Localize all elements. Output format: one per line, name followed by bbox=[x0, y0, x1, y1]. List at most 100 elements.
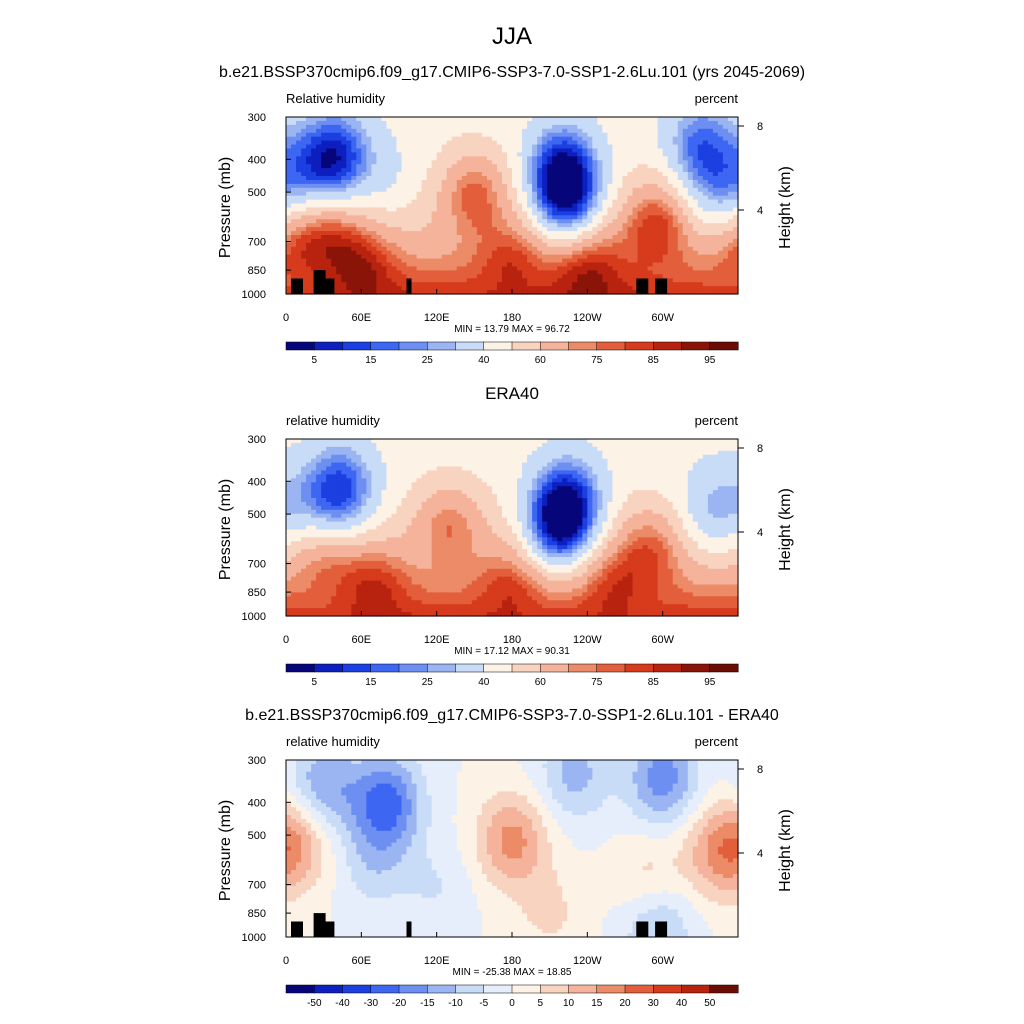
contour-cell bbox=[627, 439, 634, 444]
contour-cell bbox=[577, 231, 583, 236]
contour-cell bbox=[506, 231, 513, 236]
contour-cell bbox=[707, 442, 714, 448]
contour-cell bbox=[476, 195, 483, 201]
contour-cell bbox=[441, 278, 448, 283]
contour-cell bbox=[356, 207, 362, 212]
contour-cell bbox=[577, 242, 583, 248]
contour-cell bbox=[607, 152, 614, 157]
contour-cell bbox=[391, 176, 398, 181]
contour-cell bbox=[436, 262, 443, 268]
contour-cell bbox=[441, 168, 448, 173]
contour-cell bbox=[446, 132, 453, 138]
contour-cell bbox=[717, 274, 724, 279]
contour-cell bbox=[376, 278, 383, 283]
contour-cell bbox=[532, 231, 538, 236]
contour-cell bbox=[612, 164, 619, 169]
contour-cell bbox=[687, 183, 694, 189]
contour-cell bbox=[582, 128, 588, 134]
contour-cell bbox=[376, 466, 383, 472]
contour-cell bbox=[537, 282, 543, 287]
contour-cell bbox=[702, 117, 709, 122]
contour-cell bbox=[391, 199, 398, 205]
contour-cell bbox=[426, 191, 433, 197]
contour-cell bbox=[532, 187, 538, 193]
contour-cell bbox=[451, 439, 458, 444]
contour-cell bbox=[622, 290, 629, 295]
contour-cell bbox=[712, 227, 719, 232]
contour-cell bbox=[567, 148, 573, 153]
contour-cell bbox=[336, 242, 342, 248]
contour-cell bbox=[702, 164, 709, 169]
contour-cell bbox=[361, 124, 367, 130]
contour-cell bbox=[466, 128, 473, 134]
contour-cell bbox=[351, 136, 357, 142]
contour-cell bbox=[732, 439, 739, 444]
contour-cell bbox=[471, 246, 478, 252]
contour-cell bbox=[431, 235, 438, 240]
contour-cell bbox=[331, 454, 337, 460]
contour-cell bbox=[637, 207, 644, 212]
contour-cell bbox=[436, 458, 443, 464]
contour-cell bbox=[612, 458, 619, 464]
contour-cell bbox=[431, 195, 438, 201]
contour-cell bbox=[371, 191, 377, 197]
contour-cell bbox=[346, 136, 352, 142]
contour-cell bbox=[602, 282, 609, 287]
contour-cell bbox=[496, 223, 503, 228]
contour-cell bbox=[411, 179, 418, 185]
contour-cell bbox=[336, 266, 342, 271]
contour-cell bbox=[682, 124, 689, 130]
contour-cell bbox=[496, 144, 503, 150]
contour-cell bbox=[336, 246, 342, 252]
contour-cell bbox=[557, 211, 563, 216]
contour-cell bbox=[712, 187, 719, 193]
contour-cell bbox=[642, 231, 649, 236]
contour-cell bbox=[632, 231, 639, 236]
contour-cell bbox=[461, 274, 468, 279]
contour-cell bbox=[552, 254, 558, 260]
contour-cell bbox=[537, 164, 543, 169]
contour-cell bbox=[366, 266, 372, 271]
contour-cell bbox=[592, 195, 598, 201]
contour-cell bbox=[426, 442, 433, 448]
contour-cell bbox=[672, 132, 679, 138]
contour-cell bbox=[542, 215, 548, 220]
contour-cell bbox=[456, 242, 463, 248]
contour-cell bbox=[677, 199, 684, 205]
contour-cell bbox=[602, 242, 609, 248]
contour-cell bbox=[486, 227, 493, 232]
contour-cell bbox=[607, 203, 614, 209]
contour-cell bbox=[557, 235, 563, 240]
contour-cell bbox=[592, 290, 598, 295]
contour-cell bbox=[607, 227, 614, 232]
contour-cell bbox=[577, 144, 583, 150]
contour-cell bbox=[537, 176, 543, 181]
contour-cell bbox=[657, 207, 664, 212]
contour-cell bbox=[506, 152, 513, 157]
contour-cell bbox=[667, 442, 674, 448]
contour-cell bbox=[486, 466, 493, 472]
contour-cell bbox=[506, 286, 513, 291]
contour-cell bbox=[331, 160, 337, 165]
contour-cell bbox=[542, 439, 548, 444]
contour-cell bbox=[682, 470, 689, 475]
contour-cell bbox=[612, 266, 619, 271]
contour-cell bbox=[321, 176, 327, 181]
contour-cell bbox=[692, 227, 699, 232]
contour-cell bbox=[627, 242, 634, 248]
contour-cell bbox=[351, 446, 357, 452]
contour-cell bbox=[491, 172, 498, 177]
contour-cell bbox=[461, 128, 468, 134]
contour-cell bbox=[527, 242, 533, 248]
contour-cell bbox=[607, 207, 614, 212]
contour-cell bbox=[486, 168, 493, 173]
contour-cell bbox=[426, 474, 433, 479]
contour-cell bbox=[702, 140, 709, 146]
contour-cell bbox=[336, 203, 342, 209]
contour-cell bbox=[692, 207, 699, 212]
contour-cell bbox=[456, 215, 463, 220]
contour-cell bbox=[732, 117, 739, 122]
contour-cell bbox=[401, 132, 408, 138]
contour-cell bbox=[366, 195, 372, 201]
contour-cell bbox=[527, 474, 533, 479]
